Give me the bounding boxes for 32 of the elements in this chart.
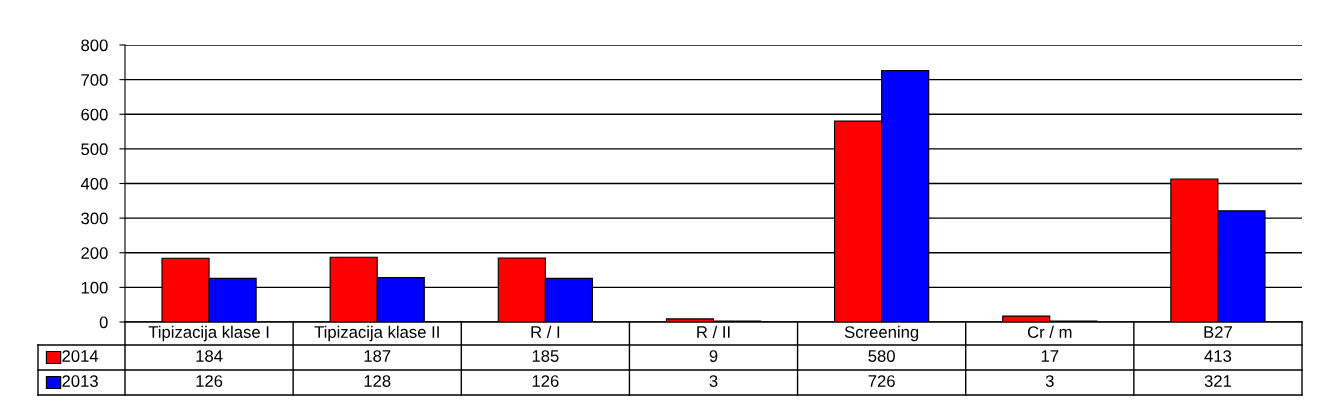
x-tick-label: Screening xyxy=(844,325,919,342)
y-tick-label: 500 xyxy=(81,143,108,156)
data-label: 321 xyxy=(1204,375,1232,387)
y-tick-label: 300 xyxy=(81,212,108,225)
data-label: 126 xyxy=(532,375,559,387)
y-tick-label: 200 xyxy=(81,247,108,259)
y-tick-label: 0 xyxy=(99,316,108,329)
data-label: 413 xyxy=(1204,350,1232,362)
data-label: 128 xyxy=(364,375,391,387)
y-tick-label: 700 xyxy=(81,74,108,86)
y-tick-label: 600 xyxy=(81,108,108,121)
data-label: 185 xyxy=(532,350,559,362)
data-label: 3 xyxy=(709,375,718,387)
x-tick-label: R / II xyxy=(697,325,730,338)
x-tick-label: B27 xyxy=(1204,326,1232,338)
x-tick-label: Tipizacija klase II xyxy=(314,325,439,342)
data-label: 184 xyxy=(196,350,223,362)
data-label: 126 xyxy=(196,375,223,387)
data-label: 580 xyxy=(868,350,895,362)
x-tick-label: R / I xyxy=(531,325,560,338)
data-label: 9 xyxy=(709,350,718,362)
data-label: 726 xyxy=(868,375,895,387)
x-tick-label: Cr / m xyxy=(1027,325,1072,338)
y-tick-label: 800 xyxy=(81,39,108,52)
y-tick-label: 400 xyxy=(80,177,108,190)
x-tick-label: Tipizacija klase I xyxy=(148,325,269,342)
y-tick-label: 100 xyxy=(81,281,108,294)
legend-label: 2013 xyxy=(62,375,98,387)
data-label: 187 xyxy=(364,350,391,362)
data-label: 3 xyxy=(1045,375,1054,387)
data-label: 17 xyxy=(1041,350,1059,362)
legend-label: 2014 xyxy=(62,350,99,362)
